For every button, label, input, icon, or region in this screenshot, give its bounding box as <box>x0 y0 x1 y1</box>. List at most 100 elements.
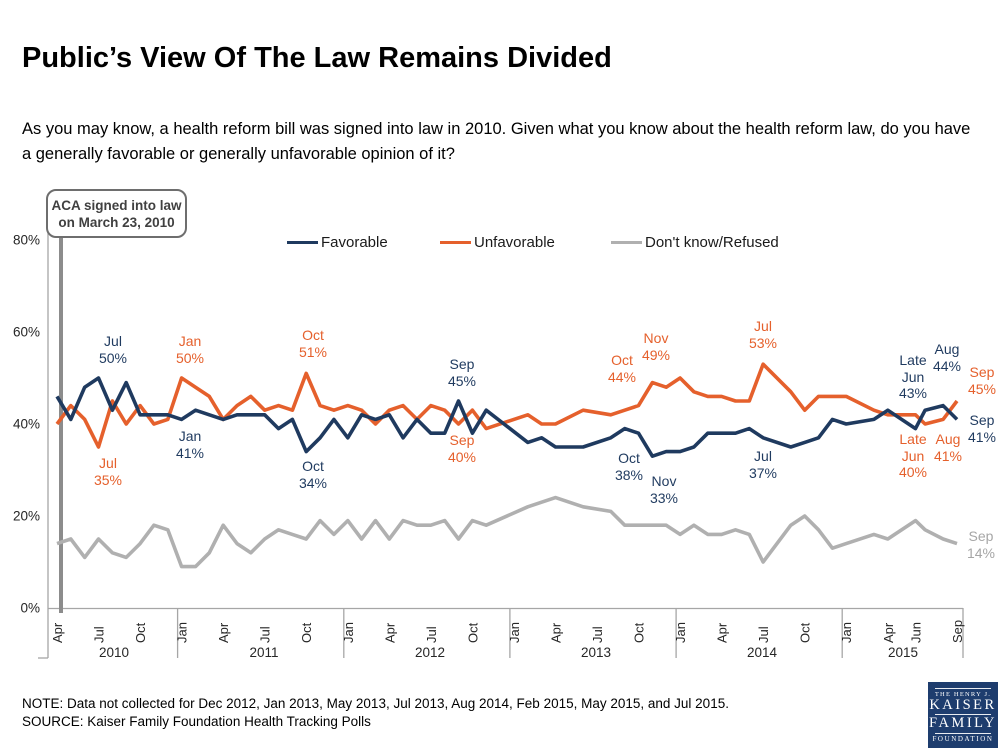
data-label-favorable-jul-50: Jul 50% <box>99 333 127 366</box>
legend-label: Don't know/Refused <box>645 234 779 251</box>
month-tick-label: Jul <box>590 626 605 643</box>
series-lines <box>55 362 959 569</box>
logo-rule <box>935 687 991 689</box>
year-label-2012: 2012 <box>415 645 445 660</box>
legend-swatch-unfavorable <box>440 240 471 245</box>
month-tick-label: Apr <box>881 622 896 643</box>
data-label-line: Jan <box>178 428 202 444</box>
data-label-favorable-jan-41: Jan 41% <box>176 428 204 461</box>
legend-item-favorable: Favorable <box>287 234 388 251</box>
data-label-line: 44% <box>607 368 637 385</box>
year-separators <box>176 608 843 658</box>
data-label-line: Aug <box>935 431 961 447</box>
page-title: Public’s View Of The Law Remains Divided <box>22 42 612 74</box>
data-label-line: 50% <box>98 349 128 366</box>
data-label-line: 45% <box>447 372 477 389</box>
data-label-line: 45% <box>967 380 997 397</box>
data-label-line: Sep <box>969 412 995 428</box>
data-label-line: Oct <box>302 327 324 343</box>
data-label-line: Jul <box>99 455 117 471</box>
aca-annotation-line2: on March 23, 2010 <box>58 214 175 230</box>
legend-swatch-don-t-know-refused <box>611 240 642 245</box>
data-label-line: 40% <box>898 464 928 480</box>
year-label-2015: 2015 <box>888 645 918 660</box>
legend-item-unfavorable: Unfavorable <box>440 234 555 251</box>
legend-label: Favorable <box>321 234 388 251</box>
month-tick-label: Apr <box>50 622 65 643</box>
month-tick-label: Apr <box>216 622 231 643</box>
data-label-unfavorable-oct-44: Oct 44% <box>608 352 636 385</box>
aca-annotation-line1: ACA signed into law <box>51 197 182 213</box>
month-tick-label: Apr <box>549 622 564 643</box>
month-tick-label: Jul <box>424 626 439 643</box>
year-label-2010: 2010 <box>99 645 129 660</box>
data-label-line: Jun <box>901 447 925 464</box>
data-label-line: 38% <box>614 466 644 483</box>
series-line-don-t-know-refused <box>56 495 958 569</box>
y-tick-label: 80% <box>13 233 40 248</box>
legend-label: Unfavorable <box>474 234 555 251</box>
data-label-line: 44% <box>932 357 962 374</box>
month-tick-label: Jun <box>909 622 924 643</box>
month-tick-label: Oct <box>465 622 480 643</box>
month-tick-label: Jan <box>673 622 688 643</box>
legend-item-don-t-know-refused: Don't know/Refused <box>611 234 779 251</box>
data-label-line: Jul <box>754 448 772 464</box>
data-label-line: 43% <box>898 385 928 401</box>
data-label-line: Jul <box>754 318 772 334</box>
data-label-line: 49% <box>641 346 671 363</box>
data-label-line: 51% <box>298 343 328 360</box>
y-tick-label: 20% <box>13 509 40 524</box>
logo-rule <box>935 732 991 734</box>
year-label-2011: 2011 <box>249 645 278 660</box>
data-label-line: 41% <box>175 444 205 461</box>
data-label-line: 37% <box>748 464 778 481</box>
data-label-line: 34% <box>298 474 328 491</box>
data-label-favorable-sep-41: Sep 41% <box>968 412 996 445</box>
chart-legend: Favorable Unfavorable Don't know/Refused <box>0 234 1000 256</box>
data-label-line: Jul <box>104 333 122 349</box>
data-label-unfavorable-oct-51: Oct 51% <box>299 327 327 360</box>
data-label-line: 41% <box>967 428 997 445</box>
logo-line-family: FAMILY <box>928 715 998 732</box>
month-tick-label: Apr <box>715 622 730 643</box>
data-label-don-t-know-refused-sep-14: Sep 14% <box>967 528 995 561</box>
data-label-favorable-oct-34: Oct 34% <box>299 458 327 491</box>
month-tick-label: Jan <box>341 622 356 643</box>
data-label-favorable-late-jun-43: Late Jun 43% <box>899 352 927 402</box>
data-label-line: Sep <box>969 364 995 380</box>
logo-line-foundation: FOUNDATION <box>932 735 994 744</box>
data-label-line: Jan <box>178 333 202 349</box>
data-label-unfavorable-jan-50: Jan 50% <box>176 333 204 366</box>
data-label-line: 14% <box>966 544 996 561</box>
data-label-unfavorable-aug-41: Aug 41% <box>934 431 962 464</box>
data-label-line: 53% <box>748 334 778 351</box>
data-label-line: 50% <box>175 349 205 366</box>
data-label-line: 33% <box>649 489 679 506</box>
year-label-2014: 2014 <box>747 645 778 660</box>
source-text: SOURCE: Kaiser Family Foundation Health … <box>22 714 371 729</box>
data-label-line: Sep <box>449 356 475 372</box>
month-tick-label: Jan <box>175 622 190 643</box>
data-label-line: Late <box>899 352 927 368</box>
month-tick-label: Jul <box>258 626 273 643</box>
month-tick-label: Oct <box>299 622 314 643</box>
month-tick-label: Jul <box>92 626 107 643</box>
data-label-line: Jun <box>901 368 925 385</box>
data-label-line: Oct <box>302 458 324 474</box>
note-text: NOTE: Data not collected for Dec 2012, J… <box>22 696 729 711</box>
month-tick-label: Jan <box>839 622 854 643</box>
data-label-line: Late <box>899 431 927 447</box>
data-label-line: Aug <box>934 341 960 357</box>
logo-rule <box>935 714 991 715</box>
data-label-favorable-jul-37: Jul 37% <box>749 448 777 481</box>
legend-swatch-favorable <box>287 240 318 245</box>
year-label-2013: 2013 <box>581 645 611 660</box>
logo-line-henry: THE HENRY J. <box>934 690 992 698</box>
data-label-unfavorable-jul-35: Jul 35% <box>94 455 122 488</box>
data-label-line: 41% <box>933 447 963 464</box>
data-label-line: 35% <box>93 471 123 488</box>
month-tick-label: Oct <box>632 622 647 643</box>
